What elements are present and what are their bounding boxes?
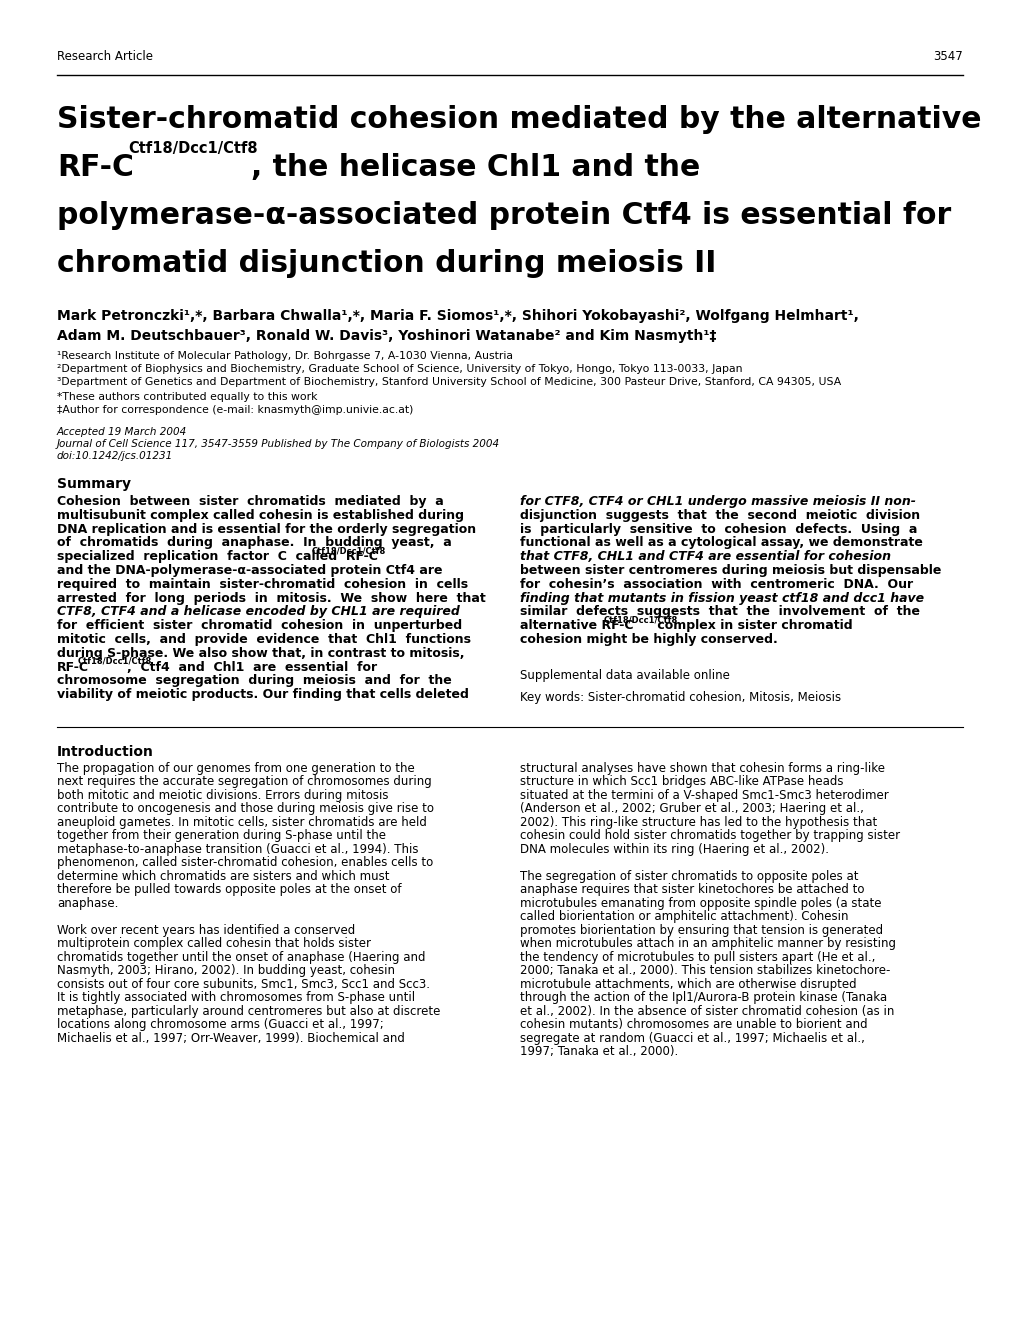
- Text: ²Department of Biophysics and Biochemistry, Graduate School of Science, Universi: ²Department of Biophysics and Biochemist…: [57, 364, 742, 374]
- Text: together from their generation during S-phase until the: together from their generation during S-…: [57, 829, 385, 842]
- Text: situated at the termini of a V-shaped Smc1-Smc3 heterodimer: situated at the termini of a V-shaped Sm…: [520, 789, 888, 801]
- Text: (Anderson et al., 2002; Gruber et al., 2003; Haering et al.,: (Anderson et al., 2002; Gruber et al., 2…: [520, 803, 863, 816]
- Text: CTF8, CTF4 and a helicase encoded by CHL1 are required: CTF8, CTF4 and a helicase encoded by CHL…: [57, 606, 460, 618]
- Text: for  efficient  sister  chromatid  cohesion  in  unperturbed: for efficient sister chromatid cohesion …: [57, 619, 462, 632]
- Text: chromatids together until the onset of anaphase (Haering and: chromatids together until the onset of a…: [57, 950, 425, 964]
- Text: ‡Author for correspondence (e-mail: knasmyth@imp.univie.ac.at): ‡Author for correspondence (e-mail: knas…: [57, 405, 413, 414]
- Text: anaphase requires that sister kinetochores be attached to: anaphase requires that sister kinetochor…: [520, 883, 864, 896]
- Text: complex in sister chromatid: complex in sister chromatid: [652, 619, 852, 632]
- Text: locations along chromosome arms (Guacci et al., 1997;: locations along chromosome arms (Guacci …: [57, 1018, 383, 1031]
- Text: the tendency of microtubules to pull sisters apart (He et al.,: the tendency of microtubules to pull sis…: [520, 950, 874, 964]
- Text: finding that mutants in fission yeast ctf18 and dcc1 have: finding that mutants in fission yeast ct…: [520, 591, 923, 605]
- Text: next requires the accurate segregation of chromosomes during: next requires the accurate segregation o…: [57, 775, 431, 788]
- Text: through the action of the Ipl1/Aurora-B protein kinase (Tanaka: through the action of the Ipl1/Aurora-B …: [520, 991, 887, 1005]
- Text: for  cohesin’s  association  with  centromeric  DNA.  Our: for cohesin’s association with centromer…: [520, 578, 912, 591]
- Text: is  particularly  sensitive  to  cohesion  defects.  Using  a: is particularly sensitive to cohesion de…: [520, 523, 916, 536]
- Text: microtubule attachments, which are otherwise disrupted: microtubule attachments, which are other…: [520, 978, 856, 991]
- Text: 3547: 3547: [932, 50, 962, 63]
- Text: Ctf18/Dcc1/Ctf8: Ctf18/Dcc1/Ctf8: [127, 141, 258, 156]
- Text: chromosome  segregation  during  meiosis  and  for  the: chromosome segregation during meiosis an…: [57, 675, 451, 688]
- Text: metaphase-to-anaphase transition (Guacci et al., 1994). This: metaphase-to-anaphase transition (Guacci…: [57, 842, 418, 855]
- Text: RF-C: RF-C: [57, 153, 133, 182]
- Text: Work over recent years has identified a conserved: Work over recent years has identified a …: [57, 924, 355, 937]
- Text: functional as well as a cytological assay, we demonstrate: functional as well as a cytological assa…: [520, 536, 922, 549]
- Text: polymerase-α-associated protein Ctf4 is essential for: polymerase-α-associated protein Ctf4 is …: [57, 201, 951, 230]
- Text: Sister-chromatid cohesion mediated by the alternative: Sister-chromatid cohesion mediated by th…: [57, 106, 980, 135]
- Text: for CTF8, CTF4 or CHL1 undergo massive meiosis II non-: for CTF8, CTF4 or CHL1 undergo massive m…: [520, 495, 915, 508]
- Text: microtubules emanating from opposite spindle poles (a state: microtubules emanating from opposite spi…: [520, 896, 880, 909]
- Text: ¹Research Institute of Molecular Pathology, Dr. Bohrgasse 7, A-1030 Vienna, Aust: ¹Research Institute of Molecular Patholo…: [57, 351, 513, 360]
- Text: cohesion might be highly conserved.: cohesion might be highly conserved.: [520, 634, 777, 645]
- Text: Journal of Cell Science 117, 3547-3559 Published by The Company of Biologists 20: Journal of Cell Science 117, 3547-3559 P…: [57, 440, 499, 449]
- Text: DNA replication and is essential for the orderly segregation: DNA replication and is essential for the…: [57, 523, 476, 536]
- Text: that CTF8, CHL1 and CTF4 are essential for cohesion: that CTF8, CHL1 and CTF4 are essential f…: [520, 550, 891, 564]
- Text: consists out of four core subunits, Smc1, Smc3, Scc1 and Scc3.: consists out of four core subunits, Smc1…: [57, 978, 430, 991]
- Text: when microtubules attach in an amphitelic manner by resisting: when microtubules attach in an amphiteli…: [520, 937, 895, 950]
- Text: determine which chromatids are sisters and which must: determine which chromatids are sisters a…: [57, 870, 389, 883]
- Text: et al., 2002). In the absence of sister chromatid cohesion (as in: et al., 2002). In the absence of sister …: [520, 1005, 894, 1018]
- Text: DNA molecules within its ring (Haering et al., 2002).: DNA molecules within its ring (Haering e…: [520, 842, 828, 855]
- Text: structural analyses have shown that cohesin forms a ring-like: structural analyses have shown that cohe…: [520, 762, 884, 775]
- Text: segregate at random (Guacci et al., 1997; Michaelis et al.,: segregate at random (Guacci et al., 1997…: [520, 1032, 864, 1045]
- Text: aneuploid gametes. In mitotic cells, sister chromatids are held: aneuploid gametes. In mitotic cells, sis…: [57, 816, 427, 829]
- Text: Ctf18/Dcc1/Ctf8: Ctf18/Dcc1/Ctf8: [312, 546, 385, 556]
- Text: 2000; Tanaka et al., 2000). This tension stabilizes kinetochore-: 2000; Tanaka et al., 2000). This tension…: [520, 965, 890, 977]
- Text: cohesin could hold sister chromatids together by trapping sister: cohesin could hold sister chromatids tog…: [520, 829, 899, 842]
- Text: cohesin mutants) chromosomes are unable to biorient and: cohesin mutants) chromosomes are unable …: [520, 1018, 867, 1031]
- Text: called biorientation or amphitelic attachment). Cohesin: called biorientation or amphitelic attac…: [520, 911, 848, 923]
- Text: ³Department of Genetics and Department of Biochemistry, Stanford University Scho: ³Department of Genetics and Department o…: [57, 378, 841, 387]
- Text: between sister centromeres during meiosis but dispensable: between sister centromeres during meiosi…: [520, 564, 941, 577]
- Text: viability of meiotic products. Our finding that cells deleted: viability of meiotic products. Our findi…: [57, 688, 469, 701]
- Text: multisubunit complex called cohesin is established during: multisubunit complex called cohesin is e…: [57, 508, 464, 521]
- Text: doi:10.1242/jcs.01231: doi:10.1242/jcs.01231: [57, 451, 173, 461]
- Text: therefore be pulled towards opposite poles at the onset of: therefore be pulled towards opposite pol…: [57, 883, 401, 896]
- Text: ,  Ctf4  and  Chl1  are  essential  for: , Ctf4 and Chl1 are essential for: [127, 660, 377, 673]
- Text: during S-phase. We also show that, in contrast to mitosis,: during S-phase. We also show that, in co…: [57, 647, 464, 660]
- Text: Key words: Sister-chromatid cohesion, Mitosis, Meiosis: Key words: Sister-chromatid cohesion, Mi…: [520, 690, 841, 704]
- Text: It is tightly associated with chromosomes from S-phase until: It is tightly associated with chromosome…: [57, 991, 415, 1005]
- Text: similar  defects  suggests  that  the  involvement  of  the: similar defects suggests that the involv…: [520, 606, 919, 618]
- Text: arrested  for  long  periods  in  mitosis.  We  show  here  that: arrested for long periods in mitosis. We…: [57, 591, 485, 605]
- Text: Nasmyth, 2003; Hirano, 2002). In budding yeast, cohesin: Nasmyth, 2003; Hirano, 2002). In budding…: [57, 965, 394, 977]
- Text: metaphase, particularly around centromeres but also at discrete: metaphase, particularly around centromer…: [57, 1005, 440, 1018]
- Text: Michaelis et al., 1997; Orr-Weaver, 1999). Biochemical and: Michaelis et al., 1997; Orr-Weaver, 1999…: [57, 1032, 405, 1045]
- Text: 1997; Tanaka et al., 2000).: 1997; Tanaka et al., 2000).: [520, 1045, 678, 1059]
- Text: Mark Petronczki¹,*, Barbara Chwalla¹,*, Maria F. Siomos¹,*, Shihori Yokobayashi²: Mark Petronczki¹,*, Barbara Chwalla¹,*, …: [57, 309, 858, 323]
- Text: specialized  replication  factor  C  called  RF-C: specialized replication factor C called …: [57, 550, 377, 564]
- Text: promotes biorientation by ensuring that tension is generated: promotes biorientation by ensuring that …: [520, 924, 882, 937]
- Text: and the DNA-polymerase-α-associated protein Ctf4 are: and the DNA-polymerase-α-associated prot…: [57, 564, 442, 577]
- Text: required  to  maintain  sister-chromatid  cohesion  in  cells: required to maintain sister-chromatid co…: [57, 578, 468, 591]
- Text: multiprotein complex called cohesin that holds sister: multiprotein complex called cohesin that…: [57, 937, 371, 950]
- Text: phenomenon, called sister-chromatid cohesion, enables cells to: phenomenon, called sister-chromatid cohe…: [57, 857, 433, 870]
- Text: alternative RF-C: alternative RF-C: [520, 619, 633, 632]
- Text: Adam M. Deutschbauer³, Ronald W. Davis³, Yoshinori Watanabe² and Kim Nasmyth¹‡: Adam M. Deutschbauer³, Ronald W. Davis³,…: [57, 329, 715, 343]
- Text: Introduction: Introduction: [57, 744, 154, 759]
- Text: chromatid disjunction during meiosis II: chromatid disjunction during meiosis II: [57, 249, 715, 279]
- Text: The propagation of our genomes from one generation to the: The propagation of our genomes from one …: [57, 762, 415, 775]
- Text: anaphase.: anaphase.: [57, 896, 118, 909]
- Text: both mitotic and meiotic divisions. Errors during mitosis: both mitotic and meiotic divisions. Erro…: [57, 789, 388, 801]
- Text: Cohesion  between  sister  chromatids  mediated  by  a: Cohesion between sister chromatids media…: [57, 495, 443, 508]
- Text: Summary: Summary: [57, 477, 130, 491]
- Text: The segregation of sister chromatids to opposite poles at: The segregation of sister chromatids to …: [520, 870, 858, 883]
- Text: structure in which Scc1 bridges ABC-like ATPase heads: structure in which Scc1 bridges ABC-like…: [520, 775, 843, 788]
- Text: Accepted 19 March 2004: Accepted 19 March 2004: [57, 426, 187, 437]
- Text: Ctf18/Dcc1/Ctf8: Ctf18/Dcc1/Ctf8: [77, 656, 152, 665]
- Text: Ctf18/Dcc1/Ctf8: Ctf18/Dcc1/Ctf8: [602, 615, 677, 624]
- Text: contribute to oncogenesis and those during meiosis give rise to: contribute to oncogenesis and those duri…: [57, 803, 433, 816]
- Text: of  chromatids  during  anaphase.  In  budding  yeast,  a: of chromatids during anaphase. In buddin…: [57, 536, 451, 549]
- Text: disjunction  suggests  that  the  second  meiotic  division: disjunction suggests that the second mei…: [520, 508, 919, 521]
- Text: , the helicase Chl1 and the: , the helicase Chl1 and the: [251, 153, 700, 182]
- Text: 2002). This ring-like structure has led to the hypothesis that: 2002). This ring-like structure has led …: [520, 816, 876, 829]
- Text: Research Article: Research Article: [57, 50, 153, 63]
- Text: RF-C: RF-C: [57, 660, 89, 673]
- Text: Supplemental data available online: Supplemental data available online: [520, 669, 730, 682]
- Text: *These authors contributed equally to this work: *These authors contributed equally to th…: [57, 392, 317, 403]
- Text: mitotic  cells,  and  provide  evidence  that  Chl1  functions: mitotic cells, and provide evidence that…: [57, 634, 471, 645]
